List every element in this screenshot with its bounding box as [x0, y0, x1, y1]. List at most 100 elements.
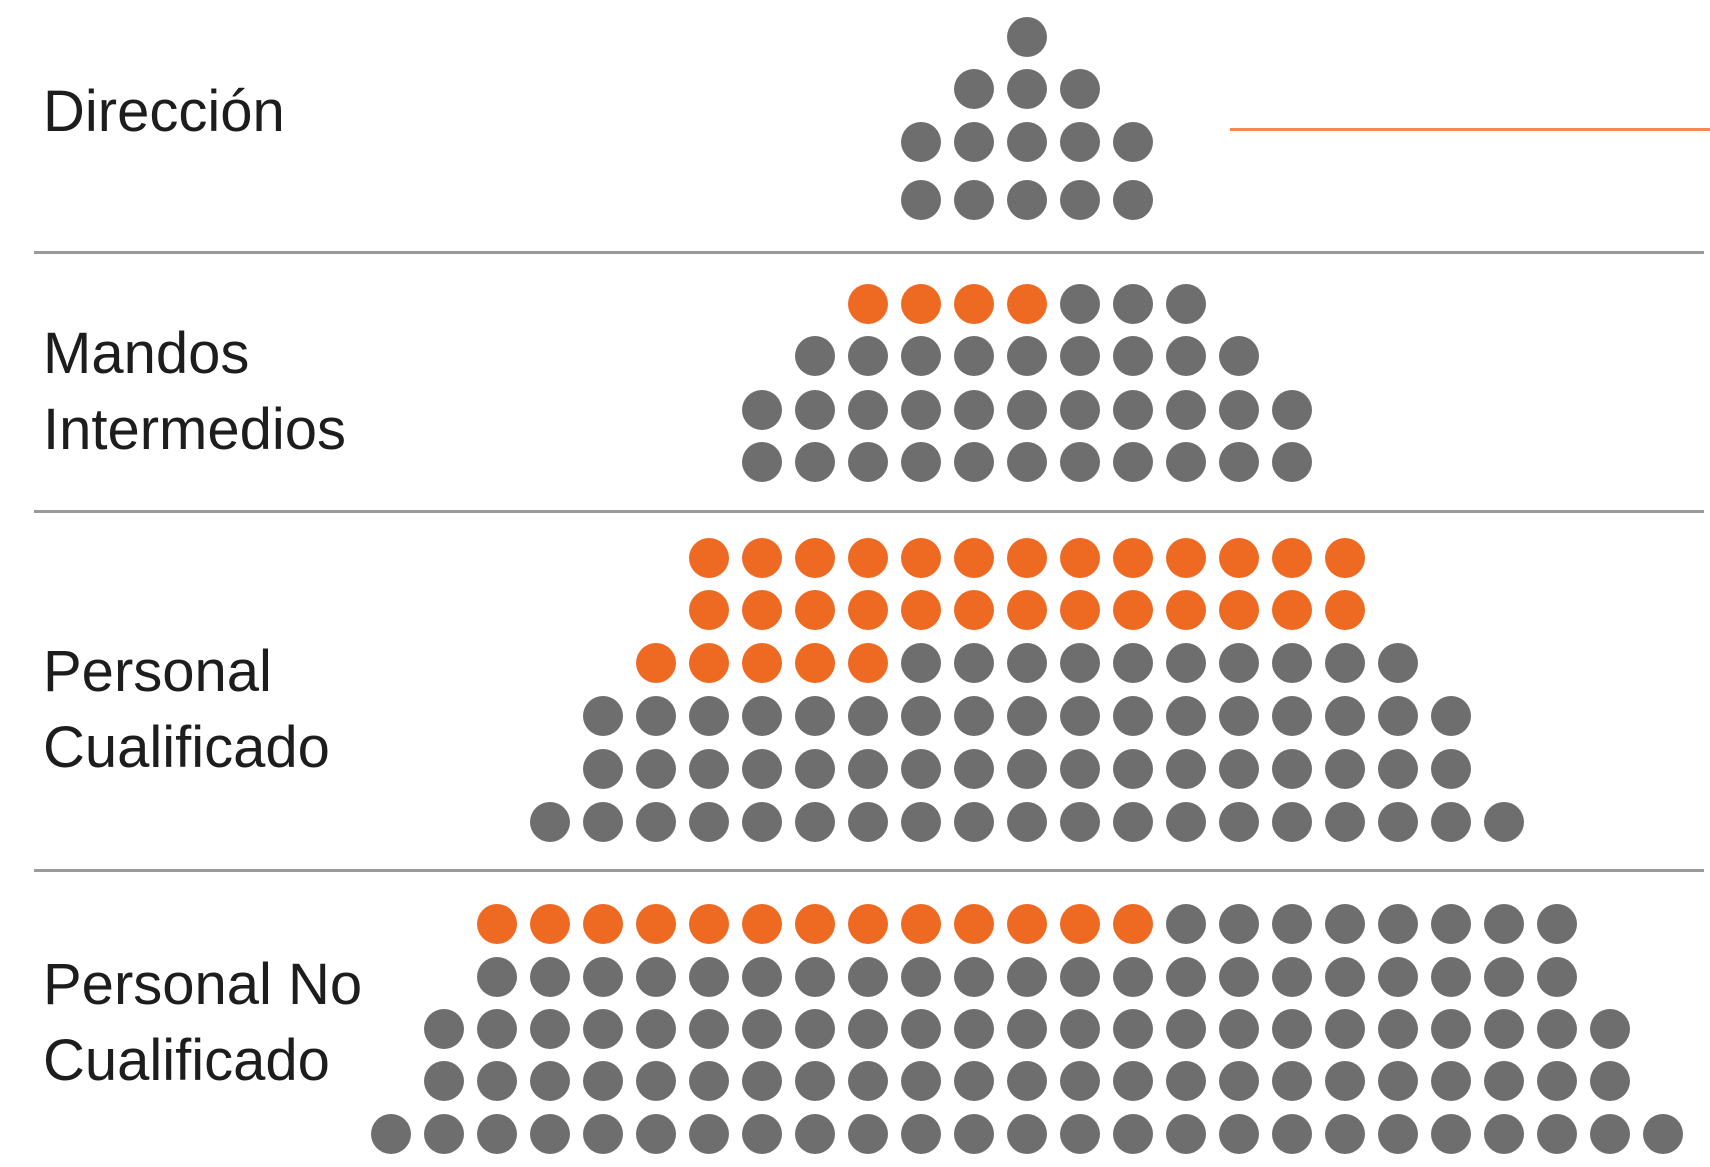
base-dot — [1219, 1009, 1259, 1049]
base-dot — [1325, 1009, 1365, 1049]
base-dot — [954, 643, 994, 683]
base-dot — [477, 1114, 517, 1154]
base-dot — [1060, 1009, 1100, 1049]
base-dot — [1060, 442, 1100, 482]
base-dot — [1166, 336, 1206, 376]
base-dot — [1590, 1114, 1630, 1154]
base-dot — [689, 1114, 729, 1154]
highlighted-dot — [742, 643, 782, 683]
base-dot — [1643, 1114, 1683, 1154]
base-dot — [954, 442, 994, 482]
base-dot — [901, 336, 941, 376]
base-dot — [795, 1061, 835, 1101]
base-dot — [636, 1061, 676, 1101]
highlighted-dot — [1060, 904, 1100, 944]
base-dot — [1219, 957, 1259, 997]
base-dot — [1007, 1061, 1047, 1101]
base-dot — [901, 180, 941, 220]
highlighted-dot — [848, 904, 888, 944]
highlighted-dot — [742, 538, 782, 578]
base-dot — [1272, 904, 1312, 944]
highlighted-dot — [1007, 538, 1047, 578]
highlighted-dot — [954, 590, 994, 630]
base-dot — [954, 1114, 994, 1154]
base-dot — [1219, 1114, 1259, 1154]
base-dot — [1431, 1009, 1471, 1049]
label-cualificado-line-2: Cualificado — [43, 715, 330, 780]
base-dot — [1060, 390, 1100, 430]
base-dot — [1590, 1009, 1630, 1049]
base-dot — [954, 749, 994, 789]
base-dot — [1378, 749, 1418, 789]
base-dot — [636, 1114, 676, 1154]
base-dot — [1272, 802, 1312, 842]
base-dot — [1060, 643, 1100, 683]
base-dot — [742, 390, 782, 430]
base-dot — [1378, 696, 1418, 736]
highlighted-dot — [1060, 590, 1100, 630]
base-dot — [424, 1114, 464, 1154]
base-dot — [795, 957, 835, 997]
base-dot — [1007, 957, 1047, 997]
base-dot — [1378, 643, 1418, 683]
highlighted-dot — [1272, 590, 1312, 630]
base-dot — [1219, 390, 1259, 430]
highlighted-dot — [795, 643, 835, 683]
base-dot — [1219, 442, 1259, 482]
base-dot — [636, 749, 676, 789]
highlighted-dot — [848, 590, 888, 630]
base-dot — [1219, 904, 1259, 944]
highlighted-dot — [636, 904, 676, 944]
base-dot — [1219, 749, 1259, 789]
base-dot — [689, 957, 729, 997]
base-dot — [1325, 802, 1365, 842]
base-dot — [636, 802, 676, 842]
base-dot — [371, 1114, 411, 1154]
base-dot — [1219, 802, 1259, 842]
base-dot — [1272, 390, 1312, 430]
base-dot — [901, 696, 941, 736]
base-dot — [1484, 904, 1524, 944]
base-dot — [1007, 696, 1047, 736]
base-dot — [795, 802, 835, 842]
highlighted-dot — [583, 904, 623, 944]
base-dot — [1272, 957, 1312, 997]
highlighted-dot — [848, 538, 888, 578]
base-dot — [1113, 957, 1153, 997]
highlighted-dot — [636, 643, 676, 683]
base-dot — [1007, 802, 1047, 842]
highlighted-dot — [795, 904, 835, 944]
base-dot — [1325, 1114, 1365, 1154]
base-dot — [636, 696, 676, 736]
base-dot — [424, 1061, 464, 1101]
base-dot — [1272, 442, 1312, 482]
base-dot — [1272, 749, 1312, 789]
base-dot — [1166, 957, 1206, 997]
base-dot — [1007, 122, 1047, 162]
highlighted-dot — [848, 284, 888, 324]
highlighted-dot — [1219, 590, 1259, 630]
label-no-cualificado-line-1: Personal No — [43, 952, 363, 1017]
highlighted-dot — [795, 538, 835, 578]
base-dot — [583, 802, 623, 842]
base-dot — [1378, 1114, 1418, 1154]
base-dot — [1378, 1061, 1418, 1101]
base-dot — [1060, 802, 1100, 842]
highlighted-dot — [477, 904, 517, 944]
base-dot — [1219, 696, 1259, 736]
highlighted-dot — [689, 590, 729, 630]
base-dot — [1007, 180, 1047, 220]
highlighted-dot — [689, 904, 729, 944]
accent-line — [1230, 128, 1710, 131]
base-dot — [1325, 904, 1365, 944]
base-dot — [1060, 696, 1100, 736]
highlighted-dot — [530, 904, 570, 944]
base-dot — [1537, 1114, 1577, 1154]
label-mandos-line-2: Intermedios — [43, 397, 347, 462]
base-dot — [742, 1061, 782, 1101]
base-dot — [901, 122, 941, 162]
highlighted-dot — [1007, 284, 1047, 324]
highlighted-dot — [1325, 590, 1365, 630]
label-mandos-intermedios: Mandos Intermedios — [43, 316, 346, 468]
base-dot — [1219, 1061, 1259, 1101]
